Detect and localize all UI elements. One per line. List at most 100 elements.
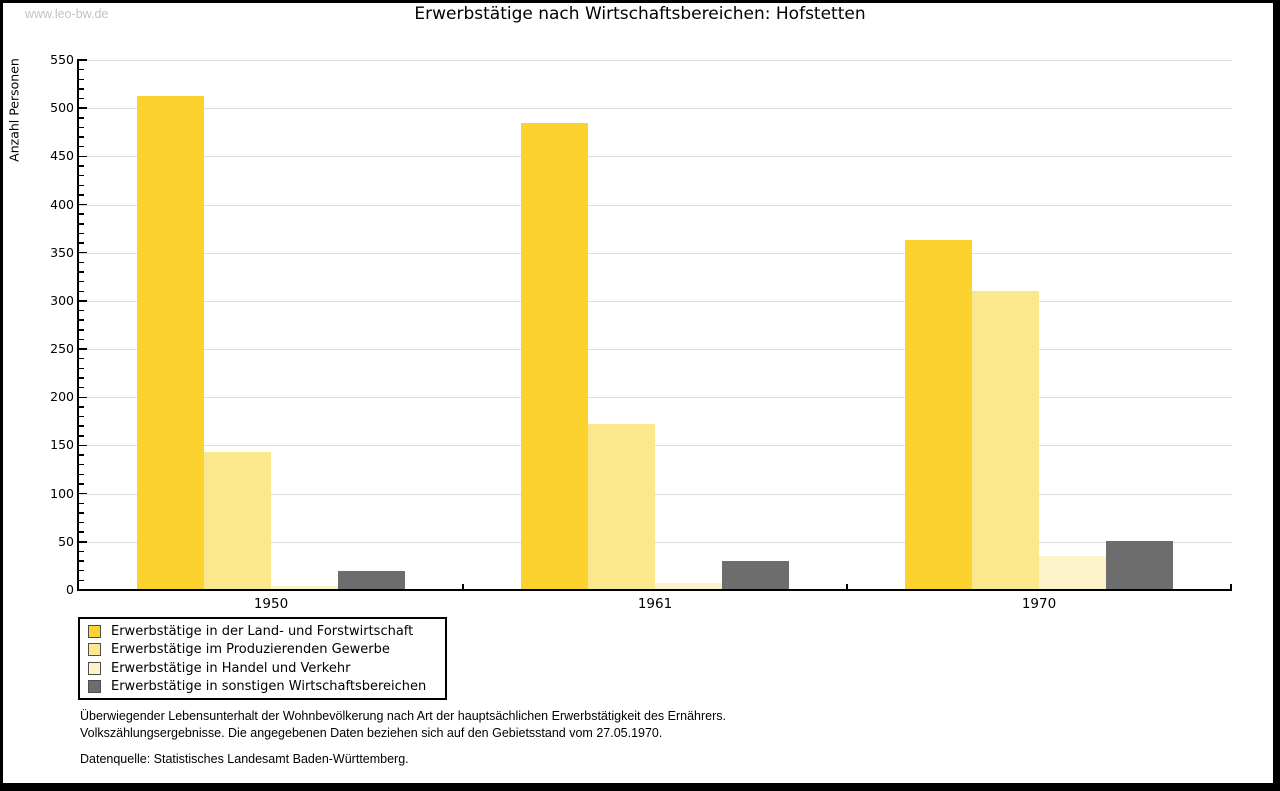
footnote-line-2: Volkszählungsergebnisse. Die angegebenen… [80, 725, 663, 740]
legend-label-1: Erwerbstätige in der Land- und Forstwirt… [111, 623, 414, 639]
x-tick-label-1961: 1961 [637, 596, 673, 612]
legend-item-1: Erwerbstätige in der Land- und Forstwirt… [88, 622, 439, 641]
y-tick-label-300: 300 [50, 292, 74, 308]
frame-left [0, 0, 3, 791]
gridline-50 [79, 541, 1232, 543]
y-minor-tick-360 [79, 242, 84, 244]
x-boundary-tick-1 [462, 584, 464, 590]
legend-swatch-4 [88, 680, 101, 694]
y-minor-tick-120 [79, 473, 84, 476]
frame-top [0, 0, 1280, 3]
y-major-tick-200 [79, 396, 87, 399]
y-tick-label-400: 400 [50, 196, 74, 212]
y-tick-label-100: 100 [50, 485, 74, 501]
y-major-tick-300 [79, 300, 87, 302]
bar-1961-series-3 [655, 583, 722, 589]
gridline-550 [79, 60, 1232, 61]
bar-1950-series-4 [338, 570, 405, 589]
bar-1970-series-2 [972, 291, 1039, 589]
y-minor-tick-160 [79, 435, 84, 437]
y-minor-tick-170 [79, 425, 84, 427]
y-minor-tick-190 [79, 406, 84, 408]
footnote-line-1: Überwiegender Lebensunterhalt der Wohnbe… [80, 709, 726, 723]
legend-label-3: Erwerbstätige in Handel und Verkehr [111, 660, 351, 676]
y-major-tick-250 [79, 348, 87, 350]
legend-swatch-1 [88, 624, 101, 638]
y-major-tick-450 [79, 155, 87, 158]
gridline-300 [79, 300, 1232, 302]
y-minor-tick-330 [79, 271, 84, 273]
y-minor-tick-290 [79, 309, 84, 312]
footnote-description: Überwiegender Lebensunterhalt der Wohnbe… [80, 708, 726, 741]
frame-bottom [0, 783, 1280, 791]
gridline-400 [79, 204, 1232, 206]
y-minor-tick-490 [79, 117, 84, 119]
y-minor-tick-520 [79, 88, 84, 90]
y-minor-tick-80 [79, 512, 84, 514]
y-minor-tick-310 [79, 290, 84, 293]
gridline-250 [79, 349, 1232, 351]
x-tick-label-1950: 1950 [253, 596, 289, 612]
y-major-tick-500 [79, 107, 87, 109]
y-minor-tick-460 [79, 145, 84, 148]
y-tick-label-500: 500 [50, 100, 74, 116]
y-major-tick-350 [79, 251, 87, 254]
frame-right [1273, 0, 1280, 791]
y-minor-tick-480 [79, 126, 84, 129]
y-minor-tick-210 [79, 386, 84, 389]
y-major-tick-150 [79, 444, 87, 447]
y-tick-label-0: 0 [66, 582, 74, 597]
y-major-tick-100 [79, 492, 87, 495]
legend-box: Erwerbstätige in der Land- und Forstwirt… [78, 617, 447, 700]
gridline-450 [79, 156, 1232, 158]
legend-item-2: Erwerbstätige im Produzierenden Gewerbe [88, 641, 439, 660]
y-major-tick-550 [79, 59, 87, 61]
y-minor-tick-260 [79, 338, 84, 341]
chart-title: Erwerbstätige nach Wirtschaftsbereichen:… [414, 4, 866, 24]
bar-1961-series-1 [521, 122, 588, 589]
y-minor-tick-90 [79, 502, 84, 505]
y-minor-tick-340 [79, 261, 84, 264]
bar-1961-series-2 [588, 424, 655, 589]
bar-1970-series-3 [1039, 556, 1106, 589]
bar-1950-series-1 [137, 95, 204, 589]
footnote-source: Datenquelle: Statistisches Landesamt Bad… [80, 752, 409, 766]
bar-1950-series-3 [271, 586, 338, 589]
y-minor-tick-420 [79, 184, 84, 187]
y-tick-label-250: 250 [50, 341, 74, 357]
y-minor-tick-320 [79, 280, 84, 283]
y-minor-tick-530 [79, 78, 84, 81]
y-axis-line [77, 59, 79, 591]
y-minor-tick-180 [79, 415, 84, 418]
x-axis-line [77, 589, 1232, 591]
y-minor-tick-410 [79, 194, 84, 196]
y-minor-tick-60 [79, 531, 84, 533]
legend-label-2: Erwerbstätige im Produzierenden Gewerbe [111, 642, 390, 658]
y-minor-tick-140 [79, 454, 84, 456]
y-minor-tick-470 [79, 136, 84, 138]
gridline-350 [79, 252, 1232, 254]
gridline-100 [79, 493, 1232, 495]
y-minor-tick-30 [79, 560, 84, 562]
y-tick-label-350: 350 [50, 244, 74, 260]
y-minor-tick-10 [79, 579, 84, 582]
gridline-150 [79, 445, 1232, 447]
y-minor-tick-230 [79, 367, 84, 370]
bar-1950-series-2 [204, 452, 271, 589]
y-major-tick-50 [79, 541, 87, 543]
y-minor-tick-40 [79, 550, 84, 553]
x-tick-label-1970: 1970 [1021, 596, 1057, 612]
y-minor-tick-110 [79, 483, 84, 485]
y-minor-tick-380 [79, 223, 84, 225]
y-minor-tick-70 [79, 521, 84, 524]
y-minor-tick-130 [79, 463, 84, 466]
y-major-tick-400 [79, 203, 87, 206]
y-tick-label-150: 150 [50, 437, 74, 453]
x-boundary-tick-3 [1230, 584, 1232, 590]
legend-swatch-3 [88, 661, 101, 675]
legend-item-3: Erwerbstätige in Handel und Verkehr [88, 659, 439, 678]
legend-swatch-2 [88, 643, 101, 657]
gridline-200 [79, 397, 1232, 399]
gridline-500 [79, 108, 1232, 110]
